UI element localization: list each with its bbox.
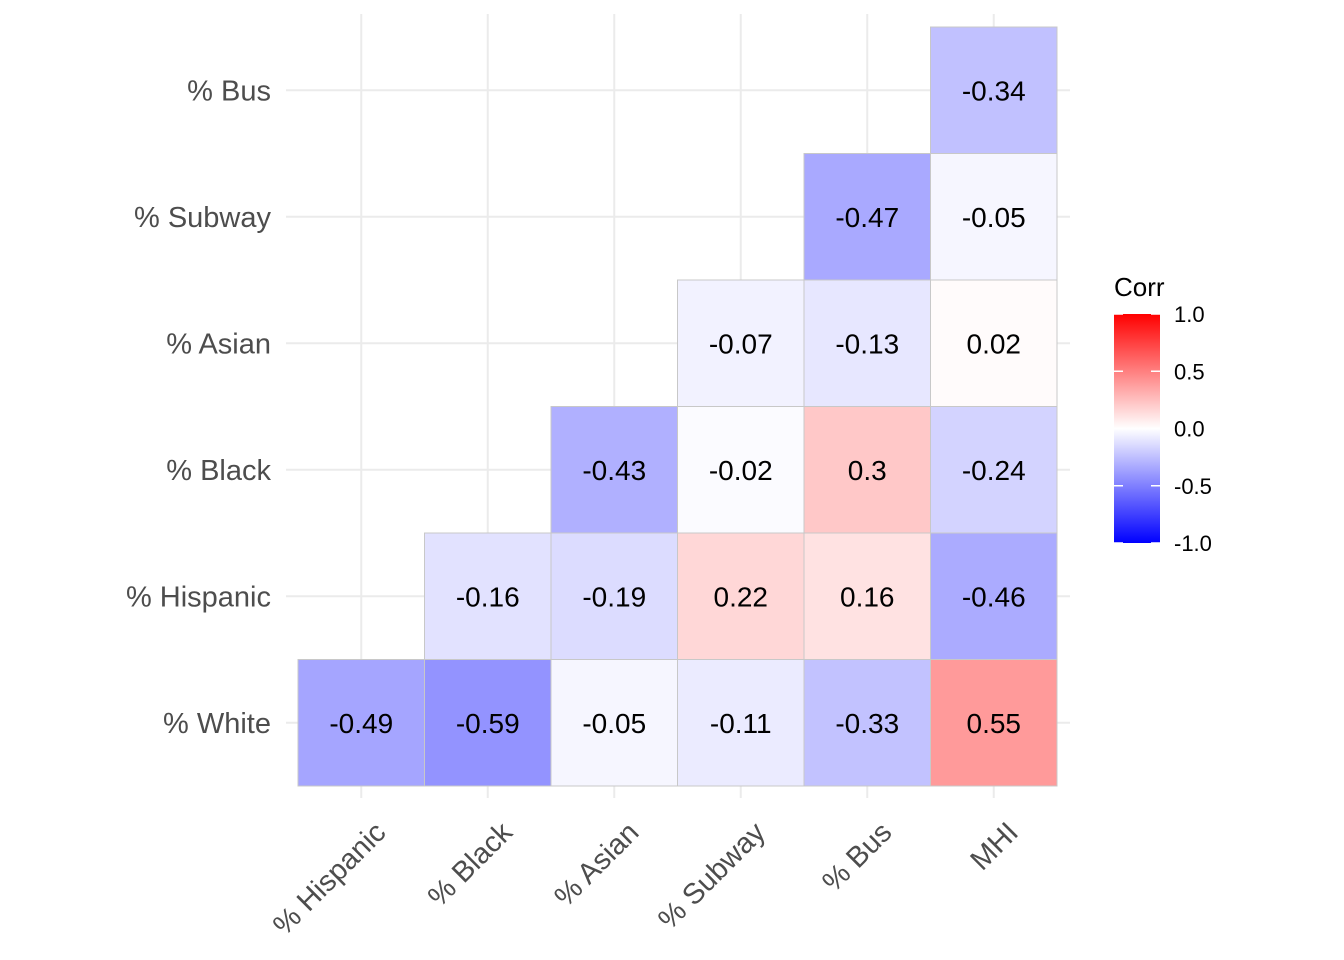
heatmap-cell-label: -0.49 xyxy=(329,708,393,739)
heatmap-cell-label: 0.22 xyxy=(714,581,769,612)
heatmap-cell-label: -0.46 xyxy=(962,581,1026,612)
heatmap-cell: 0.55 xyxy=(930,659,1058,787)
heatmap-cell: -0.34 xyxy=(930,26,1058,154)
heatmap-cell-rect xyxy=(803,279,931,407)
legend-tick-label: 1.0 xyxy=(1174,302,1205,327)
heatmap-cell: -0.07 xyxy=(677,279,805,407)
y-tick-label: % White xyxy=(163,708,271,740)
heatmap-cell-rect xyxy=(930,406,1058,534)
heatmap-cell: -0.05 xyxy=(930,153,1058,281)
heatmap-cell: -0.13 xyxy=(803,279,931,407)
heatmap-cell: -0.24 xyxy=(930,406,1058,534)
heatmap-cell: -0.47 xyxy=(803,153,931,281)
heatmap-cell-label: -0.05 xyxy=(582,708,646,739)
heatmap-cell-label: 0.55 xyxy=(967,708,1022,739)
heatmap-cell-rect xyxy=(424,532,552,660)
heatmap-cell-label: 0.3 xyxy=(848,455,887,486)
heatmap-cell-rect xyxy=(677,279,805,407)
heatmap-cell-rect xyxy=(803,532,931,660)
heatmap-cell-label: -0.02 xyxy=(709,455,773,486)
heatmap-cell-rect xyxy=(930,532,1058,660)
heatmap-cell: -0.43 xyxy=(550,406,678,534)
heatmap-cell-label: -0.47 xyxy=(835,202,899,233)
heatmap-cell-rect xyxy=(930,659,1058,787)
x-tick-label: MHI xyxy=(965,816,1025,876)
heatmap-cell: -0.05 xyxy=(550,659,678,787)
heatmap-cell-label: -0.59 xyxy=(456,708,520,739)
heatmap-cell-rect xyxy=(930,26,1058,154)
heatmap-cell: -0.19 xyxy=(550,532,678,660)
x-tick-label: % Asian xyxy=(549,816,646,913)
heatmap-cell: -0.02 xyxy=(677,406,805,534)
y-tick-label: % Asian xyxy=(166,328,271,360)
legend-title: Corr xyxy=(1114,272,1165,302)
heatmap-cell-label: 0.02 xyxy=(967,328,1022,359)
heatmap-cell-rect xyxy=(803,659,931,787)
heatmap-cell-label: -0.19 xyxy=(582,581,646,612)
heatmap-cell-rect xyxy=(550,532,678,660)
heatmap-cell-label: -0.16 xyxy=(456,581,520,612)
heatmap-cell-rect xyxy=(803,153,931,281)
y-tick-label: % Bus xyxy=(187,75,271,107)
y-tick-label: % Subway xyxy=(134,202,272,234)
heatmap-cell: 0.3 xyxy=(803,406,931,534)
heatmap-cell: -0.49 xyxy=(297,659,425,787)
heatmap-cell-rect xyxy=(803,406,931,534)
x-axis-tick-labels: % Hispanic % Black % Asian% Subway % Bus MHI xyxy=(267,816,1025,942)
heatmap-cell: -0.16 xyxy=(424,532,552,660)
heatmap-cell: -0.59 xyxy=(424,659,552,787)
heatmap-cell: -0.11 xyxy=(677,659,805,787)
heatmap-cell: 0.22 xyxy=(677,532,805,660)
heatmap-cell-label: -0.24 xyxy=(962,455,1026,486)
heatmap-cell-label: -0.34 xyxy=(962,75,1026,106)
heatmap-cell-rect xyxy=(677,406,805,534)
heatmap-cell-rect xyxy=(297,659,425,787)
legend-tick-label: -0.5 xyxy=(1174,474,1212,499)
legend-tick-label: 0.5 xyxy=(1174,359,1205,384)
heatmap-cell: -0.46 xyxy=(930,532,1058,660)
x-tick-label: % Bus xyxy=(816,816,898,898)
color-legend: Corr 1.0 0.5 0.0 -0.5 -1.0 xyxy=(1114,272,1212,556)
heatmap-cell: -0.33 xyxy=(803,659,931,787)
heatmap-cell-rect xyxy=(930,279,1058,407)
legend-tick-label: -1.0 xyxy=(1174,531,1212,556)
y-tick-label: % Hispanic xyxy=(126,581,271,613)
legend-ticks: 1.0 0.5 0.0 -0.5 -1.0 xyxy=(1114,302,1212,556)
heatmap-cell-label: -0.43 xyxy=(582,455,646,486)
heatmap-cell-label: -0.05 xyxy=(962,202,1026,233)
x-tick-label: % Hispanic xyxy=(267,816,392,941)
heatmap-cell: 0.16 xyxy=(803,532,931,660)
heatmap-cell-label: -0.11 xyxy=(710,708,772,739)
heatmap-cell-label: -0.13 xyxy=(835,328,899,359)
heatmap-cell-label: -0.07 xyxy=(709,328,773,359)
x-tick-label: % Subway xyxy=(652,816,772,936)
x-tick-label: % Black xyxy=(422,816,519,913)
heatmap-cells: -0.49 -0.59 -0.05 -0.11 -0.33 0.55 -0.16 -0.19 0… xyxy=(297,26,1058,787)
legend-tick-label: 0.0 xyxy=(1174,417,1205,442)
heatmap-cell-label: -0.33 xyxy=(835,708,899,739)
heatmap-cell-rect xyxy=(424,659,552,787)
y-tick-label: % Black xyxy=(166,455,271,487)
heatmap-cell: 0.02 xyxy=(930,279,1058,407)
y-axis-tick-labels: % White % Hispanic % Black % Asian % Subway%… xyxy=(126,75,272,740)
heatmap-cell-rect xyxy=(550,406,678,534)
heatmap-cell-label: 0.16 xyxy=(840,581,895,612)
heatmap-cell-rect xyxy=(930,153,1058,281)
